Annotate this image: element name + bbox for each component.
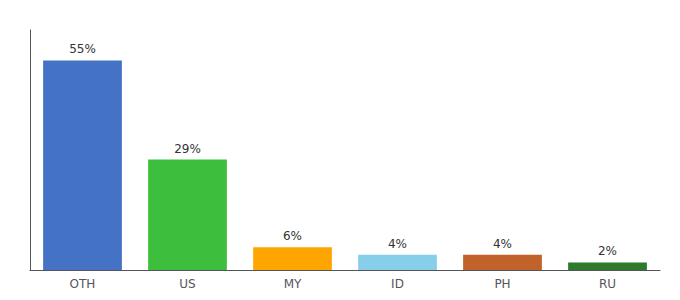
svg-text:6%: 6% [283,229,302,243]
svg-text:OTH: OTH [70,277,96,291]
svg-text:2%: 2% [598,244,617,258]
svg-text:4%: 4% [388,237,407,251]
svg-text:55%: 55% [69,42,96,56]
svg-text:US: US [179,277,195,291]
svg-text:PH: PH [494,277,510,291]
svg-text:ID: ID [391,277,404,291]
svg-text:29%: 29% [174,142,201,156]
svg-text:RU: RU [599,277,616,291]
svg-text:4%: 4% [493,237,512,251]
svg-text:MY: MY [284,277,302,291]
